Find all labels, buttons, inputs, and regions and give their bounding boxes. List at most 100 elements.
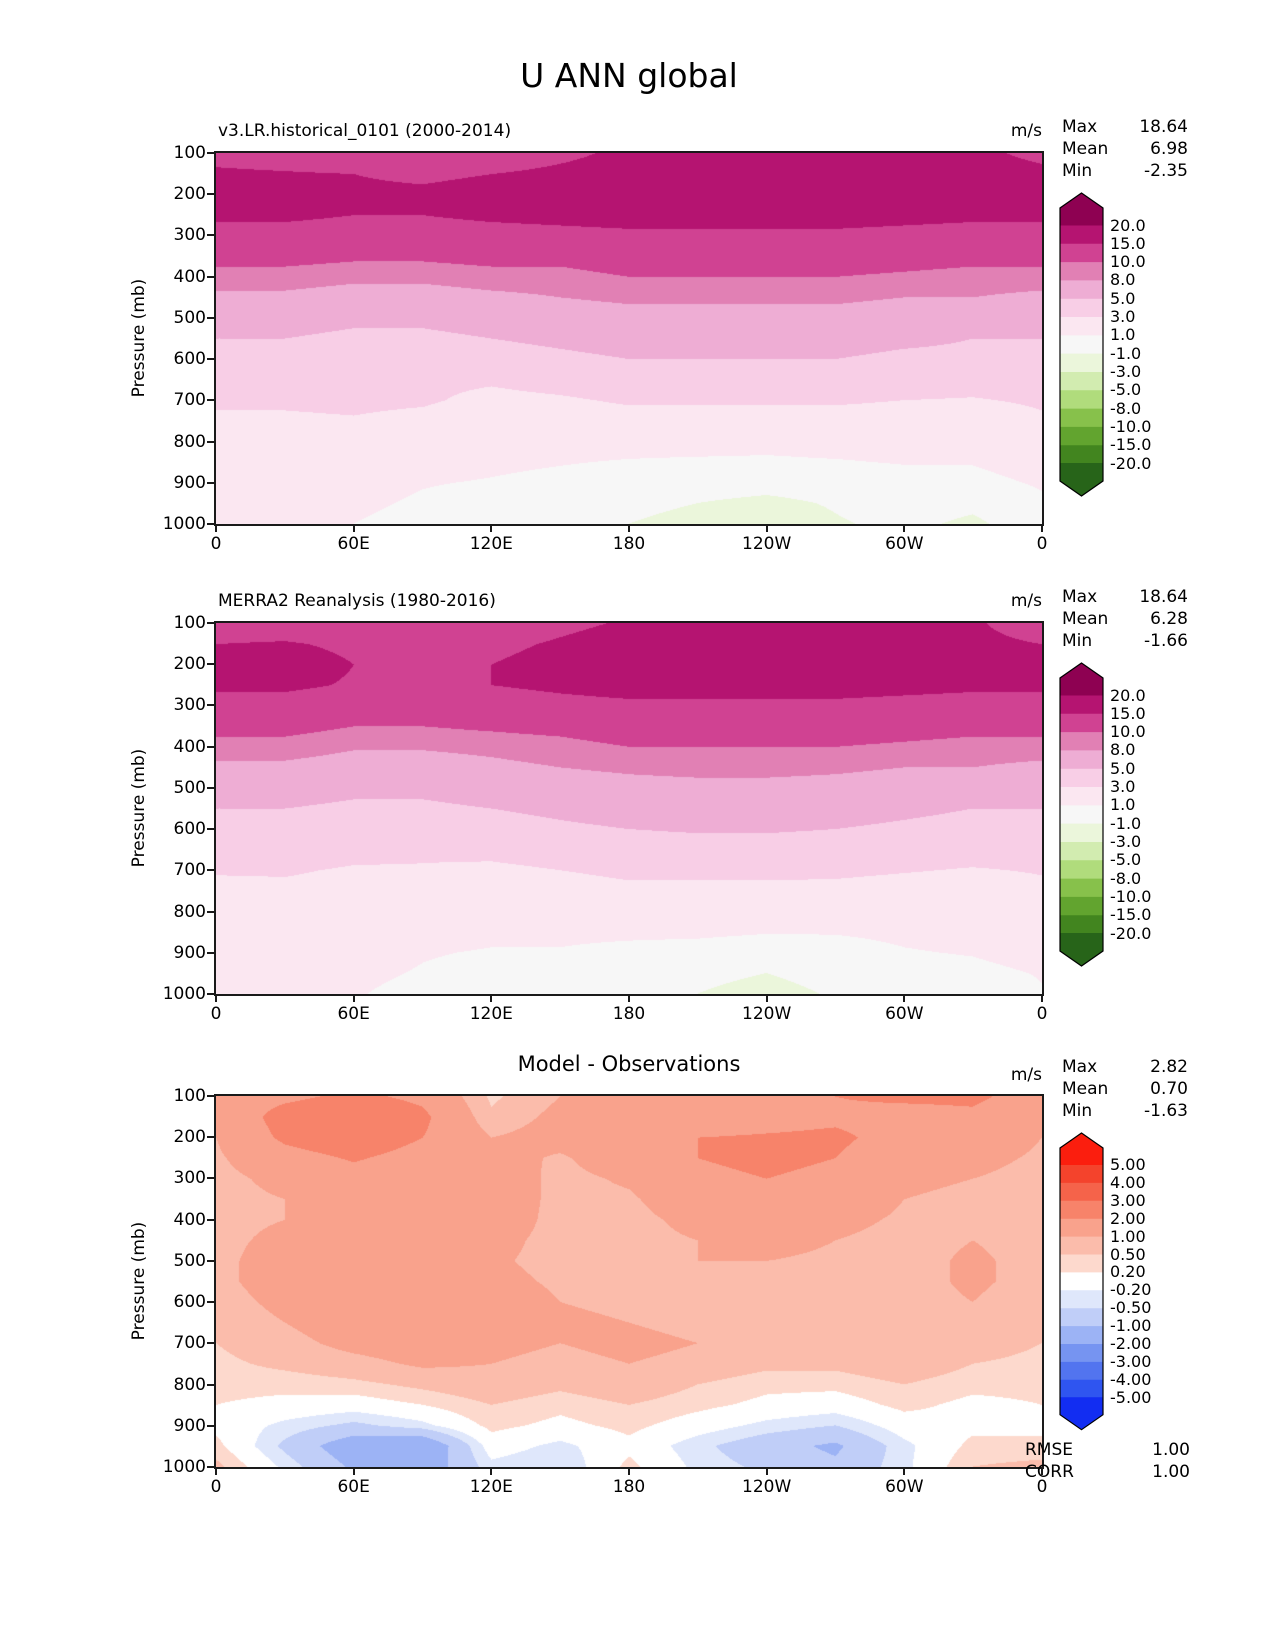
y-tick-mark: [207, 786, 214, 789]
y-tick-label: 300: [173, 695, 206, 716]
panel3-units: m/s: [1010, 1065, 1042, 1085]
panel3-stat-max-value: 2.82: [1150, 1057, 1188, 1077]
panel2-stat-mean-value: 6.28: [1150, 609, 1188, 629]
y-tick-mark: [207, 1424, 214, 1427]
panel1-y-axis-label: Pressure (mb): [129, 278, 149, 398]
x-tick-label: 180: [612, 1004, 646, 1024]
x-tick-label: 0: [1036, 1004, 1048, 1024]
panel3-stat-min-value: -1.63: [1144, 1101, 1188, 1121]
y-tick-label: 600: [173, 349, 206, 370]
y-tick-label: 200: [173, 184, 206, 205]
y-tick-label: 400: [173, 1209, 206, 1230]
panel2-units: m/s: [1010, 591, 1042, 611]
y-tick-label: 100: [173, 1086, 206, 1106]
x-tick-mark: [765, 996, 768, 1002]
colorbar-tick-label: 3.00: [1110, 1190, 1146, 1210]
x-tick-mark: [765, 526, 768, 532]
y-tick-label: 900: [173, 472, 206, 493]
x-tick-label: 120E: [469, 1004, 513, 1024]
y-tick-mark: [207, 1383, 214, 1386]
panel1-stat-min-label: Min: [1062, 161, 1093, 181]
y-tick-label: 1000: [162, 984, 206, 1004]
colorbar-reanalysis: [1059, 662, 1104, 971]
colorbar-tick-label: -10.0: [1110, 886, 1152, 906]
panel3-stat-max-label: Max: [1062, 1057, 1098, 1077]
panel1-title: v3.LR.historical_0101 (2000-2014): [218, 121, 512, 141]
y-tick-label: 100: [173, 143, 206, 163]
x-tick-mark: [215, 1469, 217, 1475]
x-tick-mark: [490, 1469, 493, 1475]
y-tick-mark: [207, 910, 214, 913]
colorbar-tick-label: -1.0: [1110, 813, 1142, 833]
x-tick-label: 60E: [337, 1477, 370, 1497]
y-tick-label: 400: [173, 266, 206, 287]
colorbar-tick-label: 1.0: [1110, 325, 1136, 345]
y-tick-mark: [207, 358, 214, 361]
x-tick-mark: [628, 1469, 630, 1475]
colorbar-tick-label: -3.0: [1110, 361, 1142, 381]
x-tick-mark: [628, 526, 630, 532]
x-tick-label: 180: [612, 1477, 646, 1497]
x-tick-label: 0: [1036, 534, 1048, 554]
y-tick-mark: [207, 193, 214, 196]
y-tick-mark: [207, 275, 214, 278]
y-tick-label: 600: [173, 1292, 206, 1313]
x-tick-label: 0: [210, 1004, 222, 1024]
colorbar-tick-label: 4.00: [1110, 1172, 1146, 1192]
colorbar-tick-label: -0.50: [1110, 1298, 1152, 1318]
x-tick-label: 60W: [885, 534, 924, 554]
colorbar-tick-label: -15.0: [1110, 435, 1152, 455]
panel1-stat-mean-label: Mean: [1062, 139, 1109, 159]
colorbar-tick-label: -2.00: [1110, 1334, 1152, 1353]
panel3-stat-min-label: Min: [1062, 1101, 1093, 1121]
colorbar-tick-label: 20.0: [1110, 215, 1146, 235]
colorbar-tick-label: 5.00: [1110, 1155, 1146, 1174]
colorbar-tick-label: 0.50: [1110, 1244, 1146, 1264]
colorbar-tick-label: -20.0: [1110, 923, 1152, 943]
y-tick-label: 700: [173, 1333, 206, 1354]
colorbar-tick-label: -3.0: [1110, 831, 1142, 851]
colorbar-tick-label: 3.0: [1110, 307, 1136, 327]
y-tick-mark: [207, 1136, 214, 1139]
panel3-stat-mean-label: Mean: [1062, 1079, 1109, 1099]
colorbar-tick-label: 10.0: [1110, 252, 1146, 272]
y-tick-label: 800: [173, 431, 206, 452]
x-tick-label: 60E: [337, 534, 370, 554]
colorbar-tick-label: 5.0: [1110, 758, 1136, 778]
panel2-title: MERRA2 Reanalysis (1980-2016): [218, 591, 496, 611]
panel2-plot-area: [214, 621, 1044, 996]
x-tick-mark: [628, 996, 630, 1002]
colorbar-tick-label: -5.00: [1110, 1387, 1152, 1407]
y-tick-label: 900: [173, 1415, 206, 1436]
x-tick-mark: [352, 526, 355, 532]
y-tick-mark: [207, 1301, 214, 1304]
y-tick-label: 800: [173, 1374, 206, 1395]
y-tick-label: 500: [173, 1250, 206, 1271]
colorbar-tick-label: 8.0: [1110, 740, 1136, 760]
y-tick-label: 500: [173, 307, 206, 328]
y-tick-mark: [207, 1342, 214, 1345]
figure-title: U ANN global: [520, 56, 738, 95]
colorbar-tick-label: 1.0: [1110, 795, 1136, 815]
y-tick-mark: [207, 399, 214, 402]
x-tick-label: 60E: [337, 1004, 370, 1024]
x-tick-label: 60W: [885, 1477, 924, 1497]
y-tick-label: 1000: [162, 1457, 206, 1477]
x-tick-mark: [903, 996, 906, 1002]
x-tick-label: 180: [612, 534, 646, 554]
colorbar-tick-label: 1.00: [1110, 1226, 1146, 1246]
y-tick-mark: [207, 1466, 214, 1468]
rmse-value: 1.00: [1152, 1440, 1190, 1460]
colorbar-tick-label: -1.0: [1110, 343, 1142, 363]
y-tick-label: 400: [173, 736, 206, 757]
y-tick-mark: [207, 481, 214, 484]
colorbar-tick-label: 3.0: [1110, 777, 1136, 797]
x-tick-mark: [352, 996, 355, 1002]
panel2-stat-max-label: Max: [1062, 587, 1098, 607]
x-tick-label: 120E: [469, 534, 513, 554]
x-tick-mark: [352, 1469, 355, 1475]
x-tick-mark: [215, 526, 217, 532]
x-tick-label: 120E: [469, 1477, 513, 1497]
panel1-stat-max-label: Max: [1062, 117, 1098, 137]
